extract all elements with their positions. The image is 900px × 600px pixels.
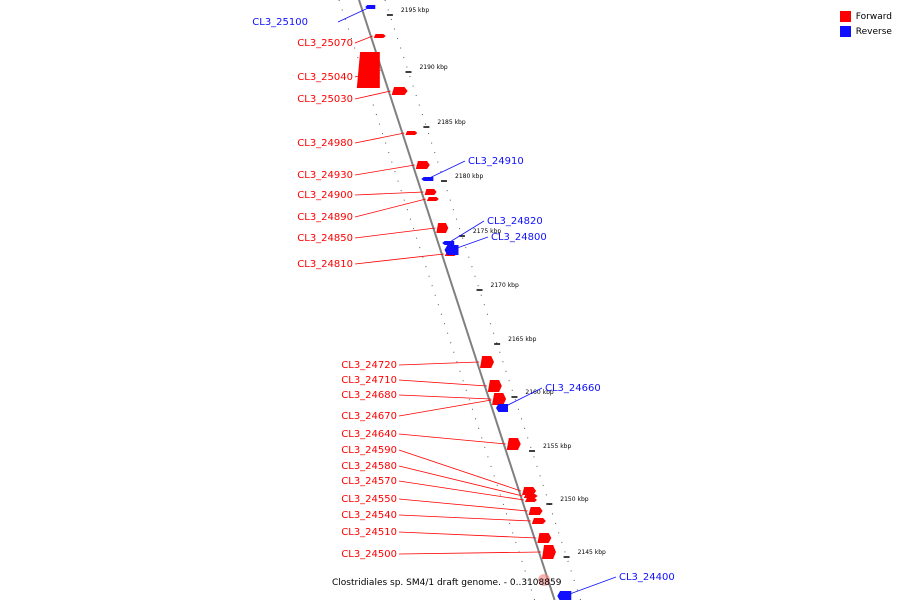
reverse-gene-label: CL3_25100 — [252, 17, 308, 28]
forward-gene-label: CL3_24540 — [341, 510, 397, 521]
forward-gene-leader — [398, 498, 528, 512]
forward-gene-leader — [398, 433, 506, 445]
forward-gene-leader — [398, 449, 522, 492]
forward-gene — [528, 507, 543, 515]
forward-gene-leader — [354, 191, 424, 196]
track-dots-1 — [384, 0, 582, 600]
tick-label: 2175 kbp — [473, 228, 501, 235]
forward-gene — [426, 197, 439, 201]
forward-gene — [415, 161, 430, 169]
forward-gene-label: CL3_24500 — [341, 549, 397, 560]
forward-gene-label: CL3_24670 — [341, 411, 397, 422]
forward-gene-leader — [398, 551, 541, 555]
forward-gene — [525, 498, 537, 502]
forward-gene-label: CL3_24810 — [297, 259, 353, 270]
legend-forward-label: Forward — [855, 11, 892, 22]
forward-gene-leader — [354, 253, 444, 265]
forward-gene-leader — [354, 164, 415, 176]
reverse-gene — [557, 591, 572, 600]
reverse-gene-label: CL3_24800 — [491, 232, 547, 243]
forward-gene-label: CL3_25040 — [297, 72, 353, 83]
forward-gene — [522, 487, 537, 495]
forward-gene-leader — [354, 132, 405, 144]
tick-label: 2165 kbp — [508, 336, 536, 343]
forward-gene-leader — [354, 198, 426, 218]
forward-gene-label: CL3_24890 — [297, 212, 353, 223]
forward-gene — [391, 87, 408, 95]
tick-label: 2190 kbp — [419, 64, 447, 71]
forward-gene-label: CL3_25030 — [297, 94, 353, 105]
forward-gene-faded — [538, 574, 551, 586]
forward-gene — [506, 438, 521, 450]
forward-gene-leader — [354, 35, 373, 44]
forward-gene — [436, 223, 449, 233]
tick-label: 2185 kbp — [437, 119, 465, 126]
forward-gene-label: CL3_24900 — [297, 190, 353, 201]
forward-gene-label: CL3_24720 — [341, 360, 397, 371]
forward-gene — [424, 189, 437, 195]
forward-gene — [523, 494, 538, 498]
forward-gene-label: CL3_24590 — [341, 445, 397, 456]
forward-gene-label: CL3_24550 — [341, 494, 397, 505]
forward-gene-label: CL3_24510 — [341, 527, 397, 538]
forward-gene — [487, 380, 502, 392]
tick-label: 2195 kbp — [401, 7, 429, 14]
tick-label: 2145 kbp — [578, 549, 606, 556]
legend: Forward Reverse — [839, 9, 892, 39]
forward-gene — [537, 533, 552, 543]
reverse-swatch-icon — [839, 26, 851, 37]
forward-gene-leader — [354, 227, 436, 239]
reverse-gene-leader — [337, 6, 371, 23]
forward-gene — [480, 356, 495, 368]
tick-label: 2170 kbp — [491, 282, 519, 289]
reverse-gene-leader — [564, 576, 617, 597]
forward-gene — [541, 545, 556, 559]
forward-gene-leader — [398, 399, 492, 417]
map-caption: Clostridiales sp. SM4/1 draft genome. - … — [332, 578, 562, 588]
forward-gene-leader — [398, 514, 531, 522]
reverse-gene-label: CL3_24400 — [619, 572, 675, 583]
legend-reverse-label: Reverse — [855, 26, 892, 37]
forward-gene-leader — [398, 465, 523, 497]
forward-gene-label: CL3_24980 — [297, 138, 353, 149]
reverse-gene-label: CL3_24910 — [468, 156, 524, 167]
forward-gene — [492, 398, 503, 402]
tick-label: 2180 kbp — [455, 173, 483, 180]
forward-gene-leader — [398, 480, 525, 501]
reverse-gene-label: CL3_24660 — [545, 383, 601, 394]
forward-gene-label: CL3_24930 — [297, 170, 353, 181]
reverse-gene-leader — [451, 236, 489, 251]
reverse-gene-leader — [501, 387, 543, 409]
forward-gene-leader — [354, 90, 391, 100]
forward-gene — [373, 34, 386, 38]
forward-gene-leader — [398, 361, 480, 366]
forward-gene — [531, 518, 546, 524]
forward-gene-leader — [398, 531, 537, 539]
reverse-gene-label: CL3_24820 — [487, 216, 543, 227]
legend-forward: Forward — [839, 9, 892, 24]
forward-gene-label: CL3_24680 — [341, 390, 397, 401]
tick-label: 2160 kbp — [525, 389, 553, 396]
forward-gene-leader — [398, 394, 492, 400]
forward-gene-label: CL3_24850 — [297, 233, 353, 244]
reverse-gene-leader — [427, 160, 466, 180]
legend-reverse: Reverse — [839, 24, 892, 39]
forward-gene — [405, 131, 418, 135]
forward-gene-block — [361, 52, 380, 88]
forward-gene-label: CL3_24710 — [341, 375, 397, 386]
tick-label: 2155 kbp — [543, 443, 571, 450]
reverse-gene-leader — [448, 220, 485, 244]
tick-label: 2150 kbp — [560, 496, 588, 503]
forward-gene-label: CL3_24580 — [341, 461, 397, 472]
forward-gene-label: CL3_25070 — [297, 38, 353, 49]
forward-gene-label: CL3_24640 — [341, 429, 397, 440]
forward-swatch-icon — [839, 11, 851, 22]
forward-gene-leader — [398, 379, 487, 387]
forward-gene-label: CL3_24570 — [341, 476, 397, 487]
